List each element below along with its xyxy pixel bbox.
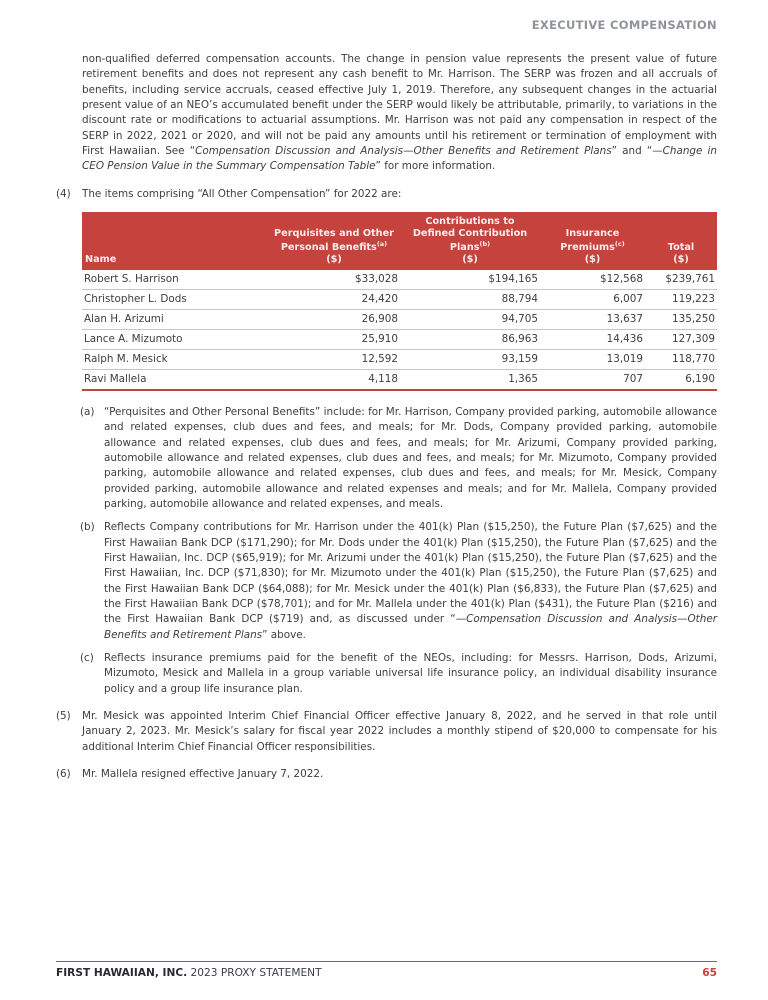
cell-name: Ralph M. Mesick: [82, 348, 268, 370]
column-unit: ($): [584, 253, 601, 265]
cell-insurance: $12,568: [600, 272, 643, 285]
column-header-total: Total ($): [645, 212, 717, 270]
footer-text: FIRST HAWAIIAN, INC. 2023 PROXY STATEMEN…: [56, 967, 322, 979]
cell-contributions: 86,963: [400, 328, 540, 350]
cell-insurance: 13,019: [540, 348, 645, 370]
cell-perquisites: $33,028: [355, 272, 398, 285]
column-title: Total: [667, 242, 695, 254]
list-item-4: (4) The items comprising “All Other Comp…: [56, 187, 717, 202]
column-header-perquisites: Perquisites and Other Personal Benefits(…: [268, 212, 400, 270]
item-marker: (5): [56, 710, 71, 723]
footnote-marker: (b): [80, 521, 95, 534]
footnote-ref-b: (b): [479, 239, 491, 248]
item-marker: (4): [56, 187, 71, 200]
cell-contributions: 93,159: [400, 348, 540, 370]
cell-perquisites: 25,910: [268, 328, 400, 350]
cell-name: Lance A. Mizumoto: [82, 328, 268, 350]
column-title: Contributions to Defined Contribution Pl…: [412, 216, 528, 254]
cell-name: Robert S. Harrison: [84, 272, 179, 285]
table-container: Name Perquisites and Other Personal Bene…: [82, 212, 717, 391]
footnote-c: (c) Reflects insurance premiums paid for…: [80, 651, 717, 697]
cell-perquisites: 24,420: [268, 288, 400, 310]
table-row: Robert S. Harrison $33,028 $194,165 $12,…: [82, 270, 717, 290]
table-row: Ravi Mallela 4,118 1,365 707 6,190: [82, 368, 717, 390]
cell-insurance: 707: [540, 368, 645, 390]
cell-perquisites: 12,592: [268, 348, 400, 370]
footer-company: FIRST HAWAIIAN, INC.: [56, 967, 188, 979]
cell-insurance: 13,637: [540, 308, 645, 330]
page-footer: FIRST HAWAIIAN, INC. 2023 PROXY STATEMEN…: [56, 961, 717, 979]
footnote-ref-a: (a): [376, 239, 388, 248]
cell-total: 6,190: [645, 368, 717, 390]
table-row: Lance A. Mizumoto 25,910 86,963 14,436 1…: [82, 328, 717, 350]
intro-paragraph: non-qualified deferred compensation acco…: [82, 53, 718, 173]
running-header: EXECUTIVE COMPENSATION: [531, 18, 717, 32]
cell-total: 119,223: [645, 288, 717, 310]
cell-contributions: 94,705: [400, 308, 540, 330]
column-header-insurance: Insurance Premiums(c) ($): [540, 212, 645, 270]
column-unit: ($): [673, 253, 689, 265]
column-header-name: Name: [82, 212, 268, 270]
item-text: Mr. Mesick was appointed Interim Chief F…: [82, 710, 717, 753]
table-row: Alan H. Arizumi 26,908 94,705 13,637 135…: [82, 308, 717, 330]
cell-contributions: 88,794: [400, 288, 540, 310]
column-unit: ($): [326, 253, 342, 265]
column-title: Perquisites and Other Personal Benefits: [274, 227, 394, 254]
footnote-text: Reflects insurance premiums paid for the…: [104, 652, 717, 695]
cell-contributions: 1,365: [400, 368, 540, 390]
cell-total: $239,761: [665, 272, 715, 285]
column-unit: ($): [462, 253, 478, 265]
cell-insurance: 14,436: [540, 328, 645, 350]
cell-contributions: $194,165: [488, 272, 538, 285]
table-body: Robert S. Harrison $33,028 $194,165 $12,…: [82, 270, 717, 390]
footnote-a: (a) “Perquisites and Other Personal Bene…: [80, 405, 717, 512]
column-header-contributions: Contributions to Defined Contribution Pl…: [400, 212, 540, 270]
cell-total: 118,770: [645, 348, 717, 370]
footnote-b: (b) Reflects Company contributions for M…: [80, 520, 717, 643]
column-title: Name: [85, 253, 117, 265]
item-text: Mr. Mallela resigned effective January 7…: [82, 768, 324, 781]
cell-insurance: 6,007: [540, 288, 645, 310]
column-title: Insurance Premiums: [560, 227, 620, 254]
table-row: Ralph M. Mesick 12,592 93,159 13,019 118…: [82, 348, 717, 370]
footnote-text: “Perquisites and Other Personal Benefits…: [104, 405, 717, 511]
footnote-marker: (c): [80, 652, 94, 665]
footnote-ref-c: (c): [614, 239, 625, 248]
list-item-6: (6) Mr. Mallela resigned effective Janua…: [56, 767, 717, 782]
cell-total: 135,250: [645, 308, 717, 330]
list-item-5: (5) Mr. Mesick was appointed Interim Chi…: [56, 709, 717, 755]
cell-perquisites: 26,908: [268, 308, 400, 330]
footnote-marker: (a): [80, 405, 95, 418]
all-other-compensation-table: Name Perquisites and Other Personal Bene…: [82, 212, 717, 391]
footnote-text: Reflects Company contributions for Mr. H…: [104, 521, 717, 641]
cell-perquisites: 4,118: [268, 368, 400, 390]
page-number: 65: [702, 967, 717, 979]
table-row: Christopher L. Dods 24,420 88,794 6,007 …: [82, 288, 717, 310]
footer-statement: 2023 PROXY STATEMENT: [190, 967, 322, 979]
cell-name: Christopher L. Dods: [82, 288, 268, 310]
item-text: The items comprising “All Other Compensa…: [82, 187, 402, 200]
table-header: Name Perquisites and Other Personal Bene…: [82, 212, 717, 270]
cell-name: Ravi Mallela: [82, 368, 268, 390]
cell-name: Alan H. Arizumi: [82, 308, 268, 330]
item-marker: (6): [56, 768, 71, 781]
page-content: non-qualified deferred compensation acco…: [56, 52, 717, 783]
cell-total: 127,309: [645, 328, 717, 350]
